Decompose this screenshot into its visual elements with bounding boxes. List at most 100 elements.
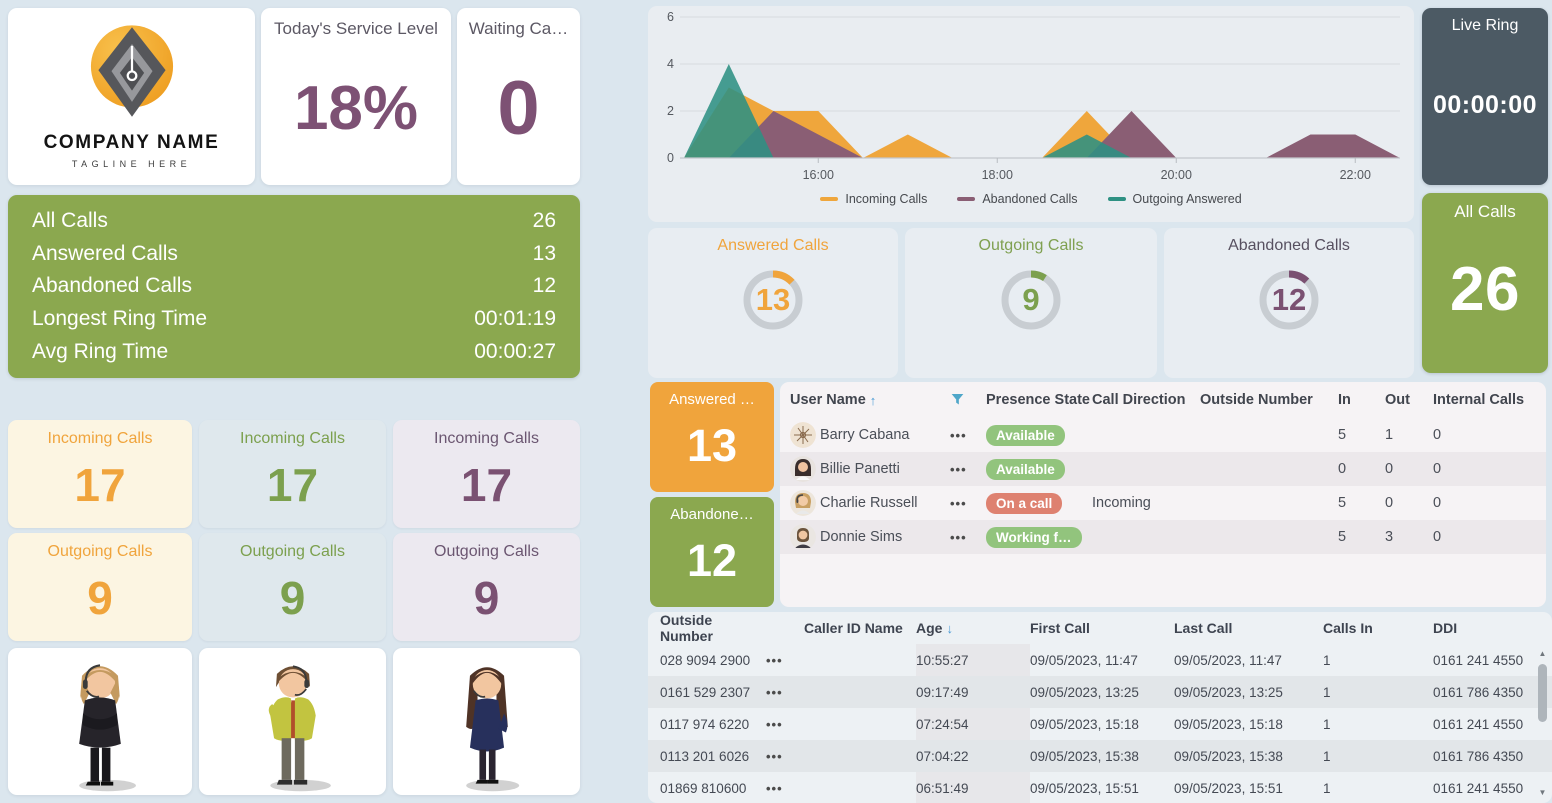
first-call-cell: 09/05/2023, 15:38 [1030, 748, 1139, 764]
column-header-presence-state[interactable]: Presence State [986, 392, 1090, 408]
call-more-button[interactable]: ••• [766, 748, 783, 764]
vertical-scrollbar[interactable]: ▲ ▼ [1536, 648, 1549, 799]
calls-in-cell: 1 [1323, 748, 1331, 764]
call-row[interactable]: 0113 201 6026 ••• 07:04:22 09/05/2023, 15:3… [648, 740, 1552, 772]
out-cell: 1 [1385, 427, 1394, 443]
call-row[interactable]: 01869 810600 ••• 06:51:49 09/05/2023, 15:51… [648, 772, 1552, 803]
svg-text:2: 2 [667, 104, 674, 118]
ddi-cell: 0161 241 4550 [1433, 652, 1524, 668]
sort-asc-icon: ↑ [869, 392, 877, 408]
all-calls-value: 26 [1450, 255, 1520, 324]
metric-title: Outgoing Calls [47, 543, 153, 560]
all-calls-panel: All Calls 26 [1422, 193, 1548, 373]
scrollbar-thumb[interactable] [1538, 664, 1547, 722]
donut-gauge [743, 270, 803, 330]
agent-row[interactable]: Donnie Sims ••• Working f… 5 3 0 [780, 520, 1546, 554]
in-cell: 5 [1338, 427, 1347, 443]
column-header-calls-in[interactable]: Calls In [1323, 620, 1373, 636]
call-more-button[interactable]: ••• [766, 716, 783, 732]
calls-in-cell: 1 [1323, 716, 1331, 732]
agent-row[interactable]: Barry Cabana ••• Available 5 1 0 [780, 418, 1546, 452]
agent-row[interactable]: Billie Panetti ••• Available 0 0 0 [780, 452, 1546, 486]
column-header-call-direction[interactable]: Call Direction [1092, 392, 1186, 408]
donut-value: 9 [1022, 282, 1040, 317]
call-more-button[interactable]: ••• [766, 684, 783, 700]
scroll-up-arrow[interactable]: ▲ [1538, 649, 1547, 658]
column-header-caller-id[interactable]: Caller ID Name [804, 620, 903, 636]
column-header-first-call[interactable]: First Call [1030, 620, 1090, 636]
column-header-out[interactable]: Out [1385, 392, 1410, 408]
age-cell: 06:51:49 [916, 772, 1030, 803]
calls-table-body: 028 9094 2900 ••• 10:55:27 09/05/2023, 11:4… [648, 644, 1552, 803]
outside-number-cell: 0161 529 2307 [660, 684, 751, 700]
stat-value: 12 [532, 274, 556, 298]
age-cell: 10:55:27 [916, 644, 1030, 676]
call-more-button[interactable]: ••• [766, 780, 783, 796]
calls-in-cell: 1 [1323, 780, 1331, 796]
svg-text:4: 4 [667, 57, 674, 71]
presence-badge: Available [986, 458, 1065, 480]
calls-table-header: Outside Number Caller ID Name Age ↓ Firs… [648, 612, 1552, 644]
agent-row[interactable]: Charlie Russell ••• On a call Incoming 5 0 0 [780, 486, 1546, 520]
svg-text:16:00: 16:00 [803, 168, 834, 182]
stat-label: Abandoned Calls [32, 274, 192, 298]
legend-item[interactable]: Abandoned Calls [957, 192, 1078, 206]
metric-title: Outgoing Calls [240, 543, 345, 560]
donut-value: 12 [1271, 282, 1307, 317]
donut-title: Answered Calls [717, 237, 829, 254]
age-cell: 07:04:22 [916, 748, 969, 764]
column-header-last-call[interactable]: Last Call [1174, 620, 1233, 636]
stat-label: Avg Ring Time [32, 339, 169, 363]
calls-table: Outside Number Caller ID Name Age ↓ Firs… [648, 612, 1552, 803]
agent-more-button[interactable]: ••• [950, 529, 967, 545]
scroll-down-arrow[interactable]: ▼ [1538, 788, 1547, 797]
agent-avatar [790, 422, 820, 448]
service-level-value: 18% [293, 73, 419, 143]
outgoing-calls-card-2: Outgoing Calls 9 [199, 533, 386, 641]
answered-summary-card: Answered … 13 [650, 382, 774, 492]
call-trend-chart-panel: 0 2 4 6 16:00 18:00 20:00 22:00 Incoming Calls A… [648, 6, 1414, 222]
in-cell: 5 [1338, 529, 1347, 545]
calls-in-cell: 1 [1323, 652, 1331, 668]
first-call-cell: 09/05/2023, 13:25 [1030, 684, 1139, 700]
agent-more-button[interactable]: ••• [950, 427, 967, 443]
last-call-cell: 09/05/2023, 11:47 [1174, 652, 1282, 668]
all-calls-title: All Calls [1454, 202, 1516, 221]
call-row[interactable]: 0161 529 2307 ••• 09:17:49 09/05/2023, 13:2… [648, 676, 1552, 708]
filter-icon[interactable] [950, 392, 965, 410]
column-header-age[interactable]: Age ↓ [916, 620, 1030, 636]
abandoned-calls-donut-card: Abandoned Calls 12 [1164, 228, 1414, 378]
stat-label: All Calls [32, 209, 108, 233]
presence-badge: Available [986, 424, 1065, 446]
outside-number-cell: 0117 974 6220 [660, 716, 750, 732]
agent-name: Donnie Sims [820, 529, 903, 545]
legend-item[interactable]: Outgoing Answered [1107, 192, 1242, 206]
column-header-in[interactable]: In [1338, 392, 1351, 408]
last-call-cell: 09/05/2023, 15:51 [1174, 780, 1283, 796]
stat-row-all-calls: All Calls 26 [32, 209, 556, 233]
column-header-ddi[interactable]: DDI [1433, 620, 1458, 636]
column-header-outside-number[interactable]: Outside Number [1200, 392, 1313, 408]
company-logo-icon [90, 25, 173, 117]
legend-item[interactable]: Incoming Calls [820, 192, 927, 206]
sort-desc-icon: ↓ [946, 620, 953, 636]
ddi-cell: 0161 241 4550 [1433, 780, 1524, 796]
column-header-user-name[interactable]: User Name ↑ [790, 392, 950, 408]
column-header-internal-calls[interactable]: Internal Calls [1433, 392, 1525, 408]
ddi-cell: 0161 241 4550 [1433, 716, 1524, 732]
incoming-calls-card-2: Incoming Calls 17 [199, 420, 386, 528]
call-row[interactable]: 0117 974 6220 ••• 07:24:54 09/05/2023, 15:1… [648, 708, 1552, 740]
company-tagline: TAGLINE HERE [71, 159, 192, 169]
donut-gauge [1259, 270, 1319, 330]
agent-more-button[interactable]: ••• [950, 495, 967, 511]
call-row[interactable]: 028 9094 2900 ••• 10:55:27 09/05/2023, 11:4… [648, 644, 1552, 676]
column-header-outside-number[interactable]: Outside Number [660, 612, 713, 644]
call-more-button[interactable]: ••• [766, 652, 783, 668]
last-call-cell: 09/05/2023, 15:18 [1174, 716, 1283, 732]
internal-calls-cell: 0 [1433, 529, 1442, 545]
donut-title: Abandoned Calls [1228, 237, 1350, 254]
agent-more-button[interactable]: ••• [950, 461, 967, 477]
agent-photo-card-1 [8, 648, 192, 795]
incoming-calls-card-1: Incoming Calls 17 [8, 420, 192, 528]
svg-text:20:00: 20:00 [1161, 168, 1192, 182]
